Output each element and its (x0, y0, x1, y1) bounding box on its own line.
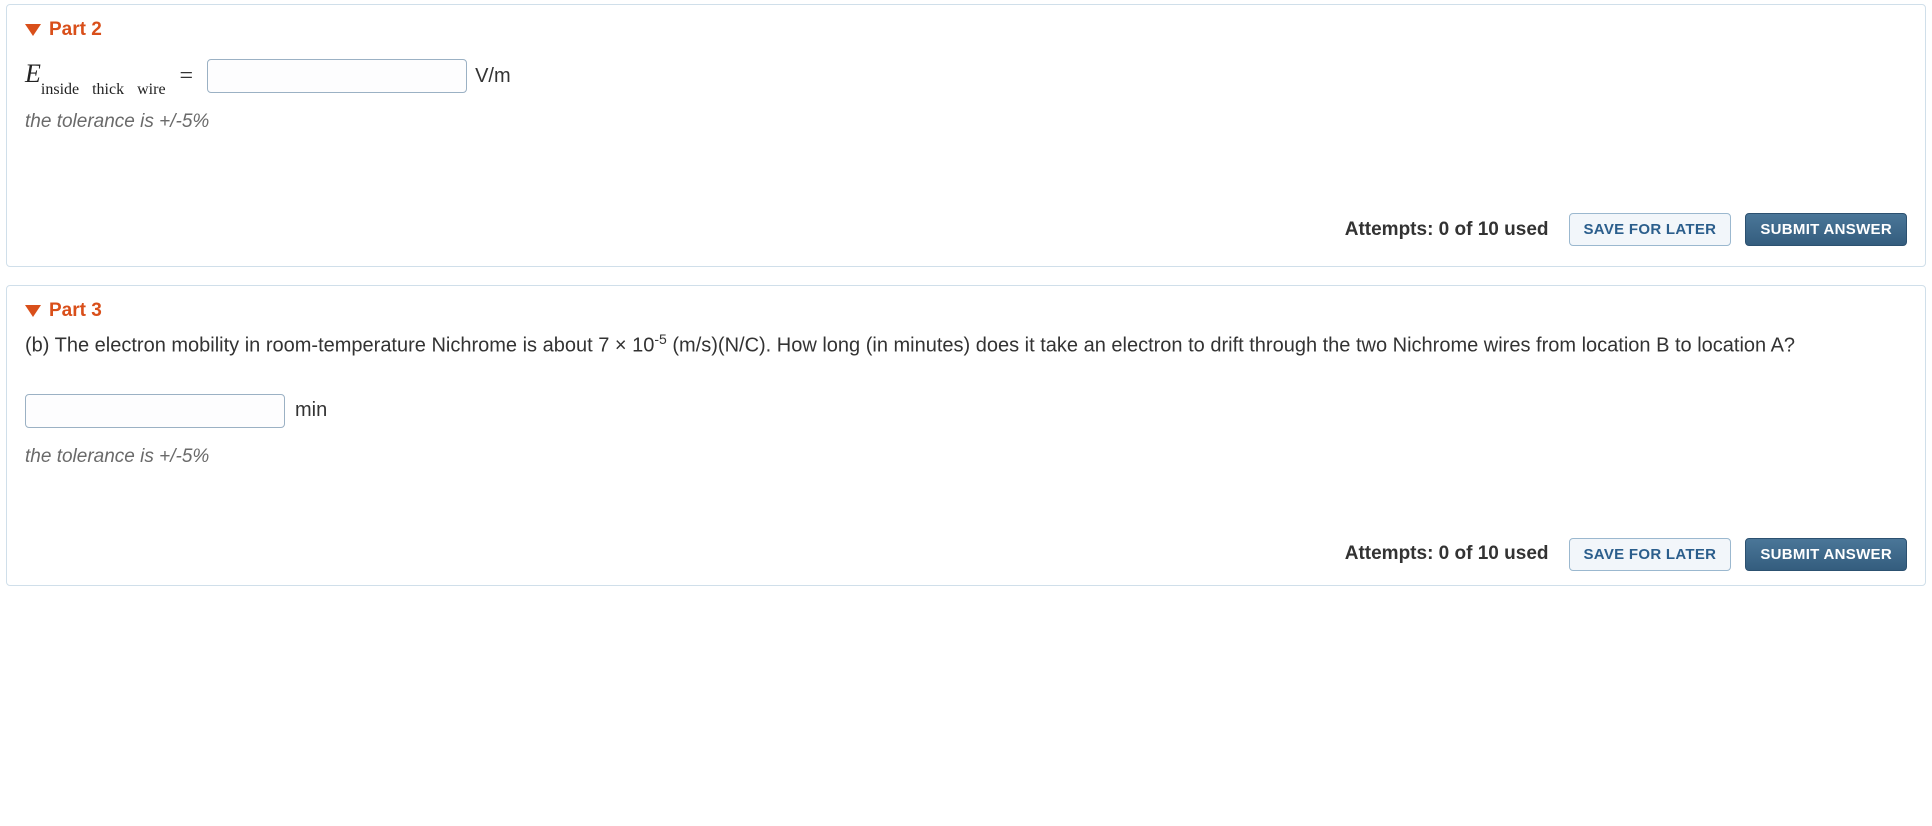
part3-save-button[interactable]: SAVE FOR LATER (1569, 538, 1732, 571)
part2-panel: Part 2 Einside thick wire = V/m the tole… (6, 4, 1926, 267)
part3-submit-button[interactable]: SUBMIT ANSWER (1745, 538, 1907, 571)
part3-panel: Part 3 (b) The electron mobility in room… (6, 285, 1926, 586)
formula-sub-wire: wire (137, 81, 165, 98)
formula-sub-inside: inside (41, 81, 79, 98)
part2-header[interactable]: Part 2 (25, 19, 1907, 41)
part2-submit-button[interactable]: SUBMIT ANSWER (1745, 213, 1907, 246)
question-prefix: (b) The electron mobility in room-temper… (25, 335, 654, 357)
part3-title: Part 3 (49, 300, 102, 322)
part3-header[interactable]: Part 3 (25, 300, 1907, 322)
equals-sign: = (180, 63, 194, 90)
part2-unit: V/m (475, 65, 511, 88)
formula-sub-thick: thick (92, 81, 124, 98)
part3-unit: min (295, 399, 327, 422)
part2-title: Part 2 (49, 19, 102, 41)
part2-tolerance: the tolerance is +/-5% (25, 111, 1907, 133)
part2-attempts: Attempts: 0 of 10 used (1345, 219, 1549, 241)
part3-footer: Attempts: 0 of 10 used SAVE FOR LATER SU… (25, 538, 1907, 571)
part3-input-row: min (25, 394, 1907, 428)
part3-attempts: Attempts: 0 of 10 used (1345, 543, 1549, 565)
question-suffix: (m/s)(N/C). How long (in minutes) does i… (667, 335, 1795, 357)
part2-answer-input[interactable] (207, 59, 467, 93)
collapse-icon (25, 24, 41, 36)
formula-E: E (25, 59, 41, 88)
part2-formula-row: Einside thick wire = V/m (25, 59, 1907, 93)
part3-answer-input[interactable] (25, 394, 285, 428)
formula-symbol: Einside thick wire (25, 59, 166, 93)
part2-footer: Attempts: 0 of 10 used SAVE FOR LATER SU… (25, 213, 1907, 246)
collapse-icon (25, 305, 41, 317)
part2-save-button[interactable]: SAVE FOR LATER (1569, 213, 1732, 246)
question-exponent: -5 (654, 331, 666, 347)
part3-question: (b) The electron mobility in room-temper… (25, 330, 1907, 360)
part3-tolerance: the tolerance is +/-5% (25, 446, 1907, 468)
